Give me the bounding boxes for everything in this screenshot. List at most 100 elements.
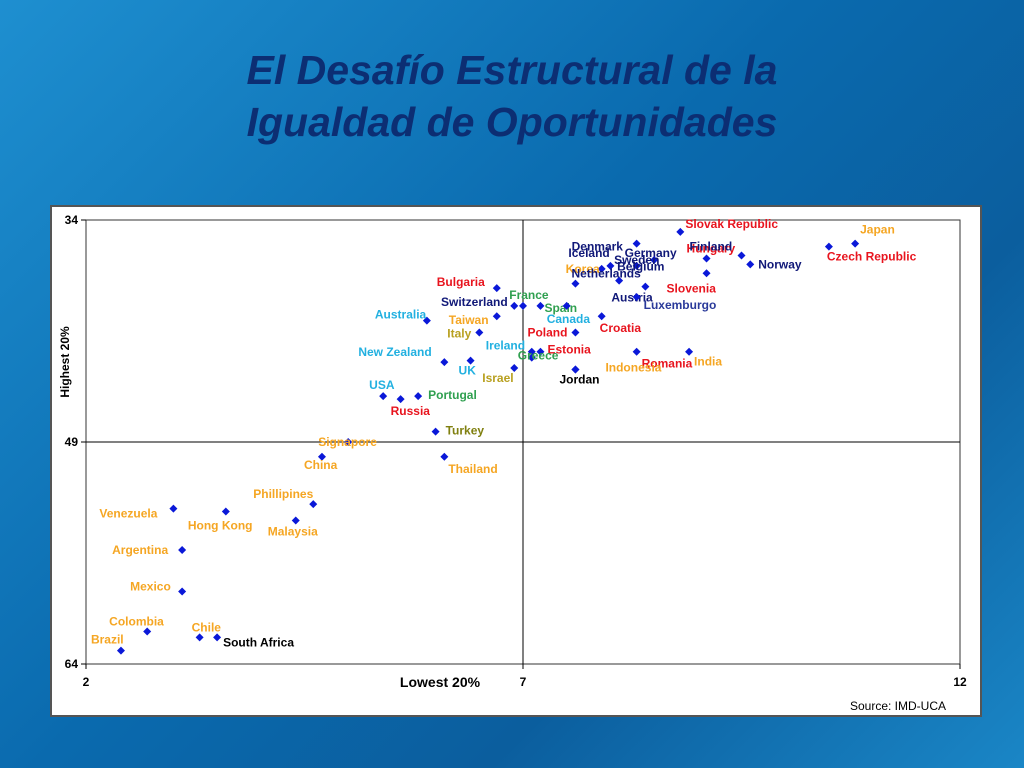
data-point-marker <box>169 504 178 513</box>
data-point-label: USA <box>369 378 395 392</box>
data-point-marker <box>291 516 300 525</box>
data-point-label: Luxemburgo <box>644 298 717 312</box>
data-point-marker <box>702 269 711 278</box>
data-point-label: Turkey <box>446 424 485 438</box>
data-point-label: South Africa <box>223 635 294 649</box>
x-tick-label: 12 <box>953 675 967 689</box>
data-point-marker <box>440 452 449 461</box>
data-point-label: China <box>304 458 338 472</box>
chart-panel: 34 49 64 2 7 12 Lowest 20% Highest 20% Source: I… <box>50 205 982 717</box>
data-point-marker <box>379 392 388 401</box>
data-point-label: Malaysia <box>268 524 318 538</box>
data-point-label: Iceland <box>568 246 609 260</box>
slide-title: El Desafío Estructural de la Igualdad de… <box>0 44 1024 148</box>
data-point-label: Australia <box>375 308 427 322</box>
data-point-marker <box>116 646 125 655</box>
data-point-label: Norway <box>758 257 802 271</box>
data-point-label: Sweden <box>614 253 659 267</box>
data-point-label: Brazil <box>91 633 124 647</box>
data-point-marker <box>431 427 440 436</box>
data-point-marker <box>571 279 580 288</box>
data-point-label: Slovak Republic <box>685 217 778 231</box>
data-point-marker <box>195 633 204 642</box>
data-point-label: Hong Kong <box>188 519 253 533</box>
data-point-label: Phillipines <box>253 487 313 501</box>
data-point-label: Netherlands <box>571 267 641 281</box>
data-point-marker <box>527 347 536 356</box>
data-point-marker <box>213 633 222 642</box>
data-point-marker <box>641 282 650 291</box>
data-point-label: Indonesia <box>605 360 661 374</box>
x-tick-label: 7 <box>520 675 527 689</box>
data-point-label: India <box>694 355 722 369</box>
data-point-marker <box>571 365 580 374</box>
data-point-label: Chile <box>192 620 222 634</box>
data-point-label: Slovenia <box>667 281 717 295</box>
data-point-marker <box>597 312 606 321</box>
data-point-marker <box>221 507 230 516</box>
data-point-label: Argentina <box>112 543 168 557</box>
y-axis-label: Highest 20% <box>58 326 72 398</box>
y-tick-label: 64 <box>65 657 79 671</box>
data-point-marker <box>422 316 431 325</box>
data-point-marker <box>178 587 187 596</box>
title-line-2: Igualdad de Oportunidades <box>246 99 778 145</box>
data-point-label: Korea <box>566 262 600 276</box>
data-point-label: UK <box>459 364 477 378</box>
data-point-label: Bulgaria <box>437 275 485 289</box>
data-point-marker <box>178 546 187 555</box>
scatter-chart: 34 49 64 2 7 12 Lowest 20% Highest 20% Source: I… <box>58 213 967 713</box>
title-line-1: El Desafío Estructural de la <box>246 47 778 93</box>
data-point-label: Portugal <box>428 388 477 402</box>
data-point-label: Japan <box>860 223 895 237</box>
data-point-marker <box>317 452 326 461</box>
data-point-label: New Zealand <box>358 345 431 359</box>
data-point-marker <box>702 254 711 263</box>
data-point-label: Thailand <box>448 462 497 476</box>
data-point-marker <box>606 261 615 270</box>
data-point-marker <box>746 260 755 269</box>
data-point-marker <box>414 392 423 401</box>
data-point-label: Belgium <box>617 260 664 274</box>
data-point-label: Estonia <box>547 343 591 357</box>
data-point-marker <box>466 356 475 365</box>
data-point-marker <box>685 347 694 356</box>
data-point-marker <box>143 627 152 636</box>
data-point-marker <box>510 364 519 372</box>
data-point-marker <box>571 328 580 337</box>
data-point-marker <box>632 239 641 248</box>
data-point-label: Mexico <box>130 579 171 593</box>
data-point-marker <box>519 301 527 310</box>
data-point-marker <box>632 292 641 301</box>
data-point-label: Colombia <box>109 614 164 628</box>
data-point-marker <box>492 284 501 293</box>
data-point-label: Switzerland <box>441 295 508 309</box>
data-point-label: Russia <box>391 404 431 418</box>
data-point-label: Italy <box>447 326 471 340</box>
data-point-marker <box>536 301 545 310</box>
x-axis-label: Lowest 20% <box>400 674 481 690</box>
data-point-marker <box>510 301 519 310</box>
data-point-marker <box>527 353 536 362</box>
y-tick-label: 34 <box>65 213 79 227</box>
data-point-label: Romania <box>642 357 693 371</box>
y-tick-label: 49 <box>65 435 79 449</box>
data-point-label: Austria <box>611 291 653 305</box>
data-point-marker <box>632 347 641 356</box>
data-point-marker <box>475 328 484 337</box>
data-point-marker <box>737 251 746 260</box>
data-point-label: Jordan <box>559 372 599 386</box>
data-point-marker <box>344 438 353 446</box>
data-point-marker <box>562 301 571 310</box>
data-point-marker <box>615 276 624 285</box>
data-point-label: Israel <box>482 371 513 385</box>
data-point-label: Signapore <box>318 435 377 449</box>
data-point-marker <box>676 227 685 236</box>
data-point-label: Venezuela <box>99 507 157 521</box>
data-point-label: Taiwan <box>449 313 489 327</box>
data-point-marker <box>309 500 318 509</box>
data-point-marker <box>650 255 659 264</box>
data-point-marker <box>851 239 860 248</box>
data-point-label: Ireland <box>486 339 525 353</box>
data-point-label: Croatia <box>600 321 642 335</box>
